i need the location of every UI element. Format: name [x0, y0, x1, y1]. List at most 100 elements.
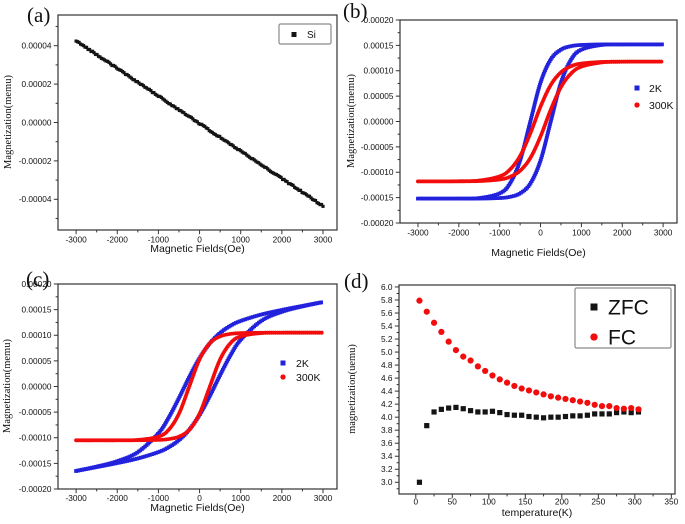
- svg-text:0.00015: 0.00015: [22, 305, 52, 315]
- svg-text:4.8: 4.8: [381, 360, 393, 370]
- svg-text:0.00000: 0.00000: [22, 381, 52, 391]
- series-ZFC: [416, 404, 642, 485]
- series-2K: [74, 300, 324, 473]
- svg-text:-0.00002: -0.00002: [19, 156, 52, 166]
- svg-text:-2000: -2000: [107, 235, 129, 245]
- tick-labels: -3000 -2000 -1000 0 1000 2000 3000 0.00004 0.000…: [19, 41, 333, 245]
- y-axis-title: Magnetization(memu): [346, 74, 357, 168]
- svg-text:3.6: 3.6: [381, 438, 393, 448]
- axis-ticks: [395, 19, 664, 228]
- svg-text:-0.00010: -0.00010: [19, 433, 52, 443]
- legend-box: [574, 287, 672, 349]
- svg-text:0.00020: 0.00020: [364, 15, 394, 25]
- plot-frame: [399, 19, 678, 224]
- legend-label-300K: 300K: [296, 372, 321, 384]
- legend-box: [278, 23, 332, 45]
- svg-text:3.4: 3.4: [381, 451, 393, 461]
- series-FC: [416, 297, 642, 413]
- panel-letter-d: (d): [344, 269, 369, 293]
- axis-ticks: [53, 26, 324, 235]
- tick-labels: -3000 -2000 -1000 0 1000 2000 3000 0.00020 0.000…: [361, 15, 673, 238]
- svg-text:0.00015: 0.00015: [364, 40, 394, 50]
- svg-text:0.00000: 0.00000: [22, 117, 52, 127]
- legend-d: ZFC FC: [574, 287, 672, 350]
- svg-text:3.8: 3.8: [381, 425, 393, 435]
- svg-text:0.00004: 0.00004: [22, 41, 52, 51]
- x-axis-title: Magnetic Fields(Oe): [150, 243, 245, 255]
- y-axis-title: Magnetization(memu): [2, 339, 13, 433]
- svg-text:0.00002: 0.00002: [22, 79, 52, 89]
- legend-label-2K: 2K: [649, 83, 662, 95]
- svg-text:4.4: 4.4: [381, 386, 393, 396]
- svg-text:3000: 3000: [314, 493, 333, 503]
- plot-frame: [57, 283, 338, 490]
- svg-text:3000: 3000: [654, 228, 673, 238]
- svg-text:6.0: 6.0: [381, 282, 393, 292]
- svg-text:5.8: 5.8: [381, 295, 393, 305]
- svg-text:-3000: -3000: [407, 228, 429, 238]
- legend-a: Si: [278, 23, 332, 45]
- svg-text:-0.00015: -0.00015: [361, 193, 394, 203]
- svg-text:-0.00020: -0.00020: [361, 218, 394, 228]
- tick-labels: -3000 -2000 -1000 0 1000 2000 3000 0.00020 0.000…: [19, 279, 333, 503]
- svg-text:0.00000: 0.00000: [364, 116, 394, 126]
- svg-text:300: 300: [628, 497, 642, 507]
- tick-labels: 0 50 100 150 200 250 300 350 3.0 3.2 3.4 3.6 3.8 4.0 4…: [381, 282, 679, 507]
- svg-text:-0.00004: -0.00004: [19, 194, 52, 204]
- legend-label-Si: Si: [307, 30, 316, 41]
- panel-letter-c: (c): [26, 267, 49, 291]
- series-2K: [416, 42, 664, 201]
- svg-text:5.6: 5.6: [381, 308, 393, 318]
- axis-ticks: [53, 283, 324, 494]
- svg-text:-0.00010: -0.00010: [361, 167, 394, 177]
- svg-text:150: 150: [518, 497, 532, 507]
- svg-text:-0.00005: -0.00005: [361, 142, 394, 152]
- svg-text:-1000: -1000: [148, 235, 170, 245]
- panel-letter-b: (b): [343, 0, 368, 23]
- panel-a-chart: -3000 -2000 -1000 0 1000 2000 3000 0.00004 0.000…: [0, 0, 343, 262]
- legend-c: 2K 300K: [280, 358, 321, 384]
- svg-text:-0.00020: -0.00020: [19, 484, 52, 494]
- svg-text:1000: 1000: [231, 493, 250, 503]
- series-300K: [74, 330, 324, 443]
- svg-text:0: 0: [197, 493, 202, 503]
- svg-text:5.2: 5.2: [381, 334, 393, 344]
- y-axis-title: magnetization(uemu): [347, 344, 358, 434]
- legend-b: 2K 300K: [634, 83, 674, 112]
- chart-a-svg: -3000 -2000 -1000 0 1000 2000 3000 0.00004 0.000…: [3, 3, 338, 255]
- svg-text:4.6: 4.6: [381, 373, 393, 383]
- svg-text:3.0: 3.0: [381, 477, 393, 487]
- svg-text:1000: 1000: [572, 228, 591, 238]
- x-axis-title: Magnetic Fields(Oe): [150, 502, 245, 514]
- chart-b-svg: -3000 -2000 -1000 0 1000 2000 3000 0.00020 0.000…: [343, 0, 678, 259]
- svg-text:2000: 2000: [613, 228, 632, 238]
- panel-b-chart: -3000 -2000 -1000 0 1000 2000 3000 0.00020 0.000…: [343, 0, 685, 262]
- svg-text:-3000: -3000: [65, 493, 87, 503]
- svg-text:0.00020: 0.00020: [22, 279, 52, 289]
- panel-d-chart: 0 50 100 150 200 250 300 350 3.0 3.2 3.4 3.6 3.8 4.0 4…: [343, 262, 685, 524]
- svg-text:0.00005: 0.00005: [364, 91, 394, 101]
- svg-text:0: 0: [413, 497, 418, 507]
- svg-text:2000: 2000: [273, 235, 292, 245]
- svg-text:-2000: -2000: [107, 493, 129, 503]
- axis-ticks: [394, 286, 672, 499]
- svg-text:-0.00015: -0.00015: [19, 458, 52, 468]
- legend-label-300K: 300K: [649, 100, 674, 112]
- svg-text:-0.00005: -0.00005: [19, 407, 52, 417]
- svg-text:0: 0: [197, 235, 202, 245]
- svg-text:-3000: -3000: [65, 235, 87, 245]
- legend-label-2K: 2K: [296, 358, 309, 370]
- svg-text:4.2: 4.2: [381, 399, 393, 409]
- panel-c-chart: -3000 -2000 -1000 0 1000 2000 3000 0.00020 0.000…: [0, 262, 343, 524]
- svg-text:-1000: -1000: [489, 228, 511, 238]
- svg-text:2000: 2000: [273, 493, 292, 503]
- series-Si: [74, 39, 325, 208]
- legend-label-ZFC: ZFC: [608, 297, 649, 320]
- svg-text:4.0: 4.0: [381, 412, 393, 422]
- svg-text:200: 200: [555, 497, 569, 507]
- svg-text:0: 0: [538, 228, 543, 238]
- x-axis-title: temperature(K): [502, 507, 573, 519]
- svg-text:5.0: 5.0: [381, 347, 393, 357]
- svg-text:0.00010: 0.00010: [364, 66, 394, 76]
- svg-text:250: 250: [591, 497, 605, 507]
